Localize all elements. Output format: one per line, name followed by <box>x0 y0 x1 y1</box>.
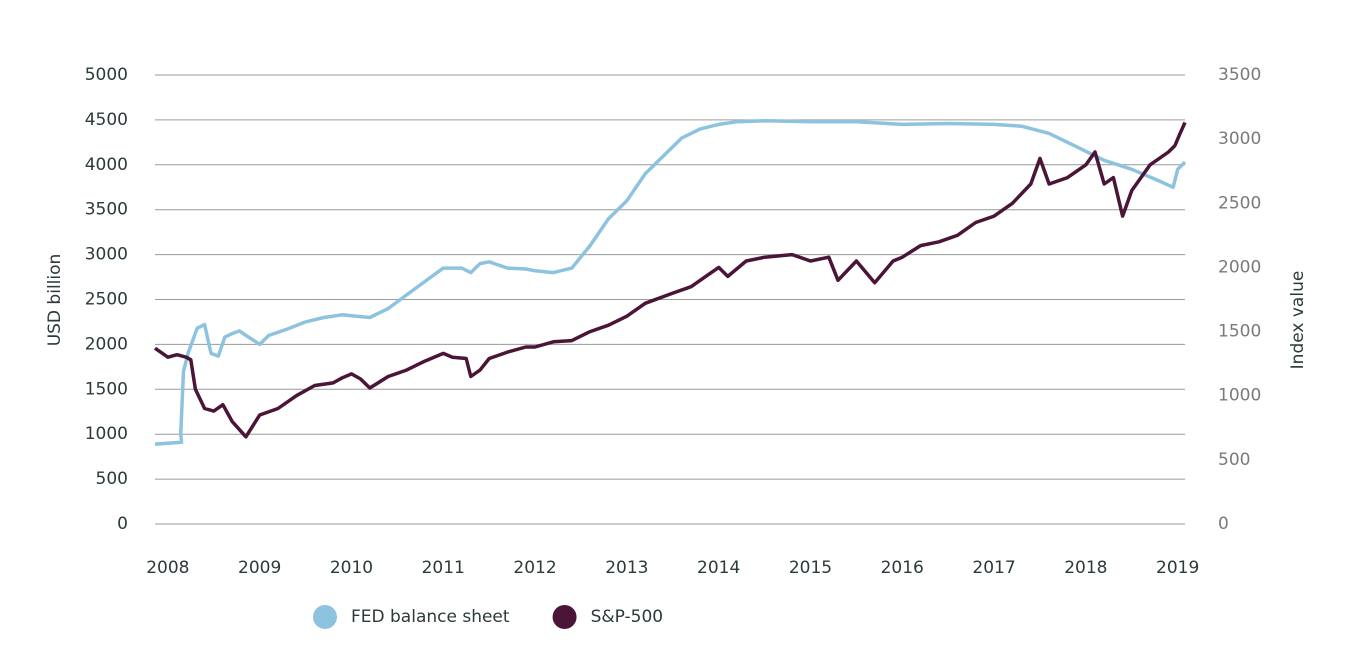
y-tick-label: 2500 <box>85 290 128 310</box>
y-tick-label: 4500 <box>85 110 128 130</box>
y2-tick-label: 3000 <box>1218 129 1261 149</box>
series-line <box>154 119 1187 446</box>
x-tick-label: 2015 <box>789 558 832 578</box>
y-tick-label: 3000 <box>85 245 128 265</box>
legend-swatch <box>552 605 577 629</box>
y2-tick-label: 1500 <box>1218 322 1261 342</box>
y2-tick-label: 500 <box>1218 450 1250 470</box>
y2-tick-label: 1000 <box>1218 386 1261 406</box>
x-tick-label: 2016 <box>881 558 924 578</box>
y2-tick-label: 2000 <box>1218 257 1261 277</box>
x-tick-label: 2008 <box>146 558 189 578</box>
x-tick-label: 2009 <box>238 558 281 578</box>
x-tick-label: 2017 <box>972 558 1015 578</box>
y-tick-label: 0 <box>117 514 128 534</box>
y-tick-label: 3500 <box>85 200 128 220</box>
x-tick-label: 2012 <box>513 558 556 578</box>
y2-axis-label: Index value <box>1288 271 1308 370</box>
x-tick-label: 2011 <box>422 558 465 578</box>
y2-tick-label: 2500 <box>1218 193 1261 213</box>
x-tick-label: 2019 <box>1156 558 1199 578</box>
y-tick-label: 1000 <box>85 424 128 444</box>
y2-tick-label: 0 <box>1218 514 1229 534</box>
y-tick-label: 1500 <box>85 379 128 399</box>
y-axis-label: USD billion <box>45 254 65 347</box>
legend-swatch <box>313 605 337 629</box>
legend-label: S&P-500 <box>591 607 664 627</box>
y-tick-label: 4000 <box>85 155 128 175</box>
series-line <box>153 121 1187 439</box>
y2-tick-label: 3500 <box>1218 65 1261 85</box>
y-tick-label: 2000 <box>85 334 128 354</box>
x-tick-label: 2014 <box>697 558 740 578</box>
x-tick-label: 2010 <box>330 558 373 578</box>
y-tick-label: 5000 <box>85 65 128 85</box>
x-tick-label: 2013 <box>605 558 648 578</box>
y-tick-label: 500 <box>96 469 128 489</box>
legend-label: FED balance sheet <box>351 607 510 627</box>
x-tick-label: 2018 <box>1064 558 1107 578</box>
